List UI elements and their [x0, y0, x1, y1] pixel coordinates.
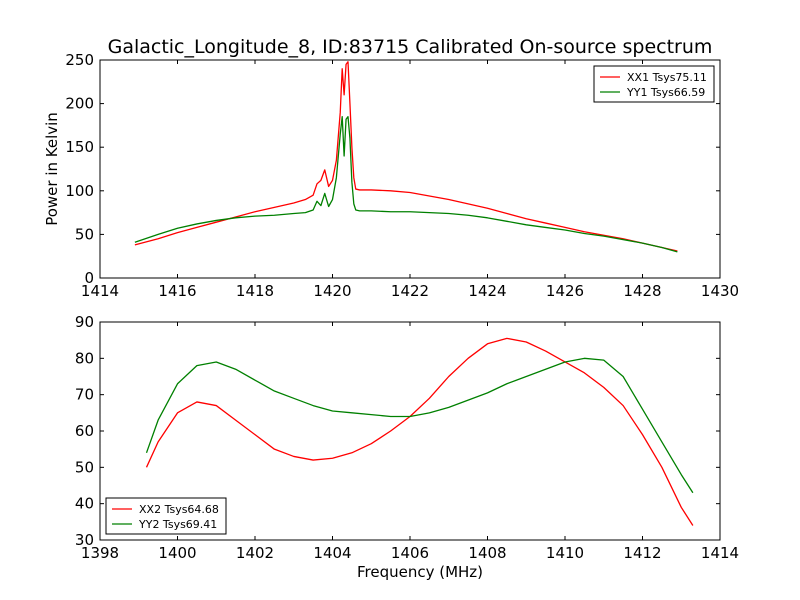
x-tick-label: 1420 — [313, 282, 351, 300]
x-tick-label: 1402 — [236, 544, 274, 562]
y-tick-label: 50 — [75, 458, 94, 476]
y-tick-label: 70 — [75, 386, 94, 404]
x-tick-label: 1408 — [468, 544, 506, 562]
y-tick-label: 250 — [65, 51, 94, 69]
x-tick-label: 1406 — [391, 544, 429, 562]
legend-box — [105, 497, 227, 535]
legend-label-xx1-tsys75-11: XX1 Tsys75.11 — [627, 71, 707, 84]
x-tick-label: 1426 — [546, 282, 584, 300]
y-tick-label: 30 — [75, 531, 94, 549]
x-tick-label: 1412 — [623, 544, 661, 562]
x-tick-label: 1424 — [468, 282, 506, 300]
x-tick-label: 1410 — [546, 544, 584, 562]
x-tick-label: 1414 — [81, 282, 119, 300]
x-tick-label: 1422 — [391, 282, 429, 300]
x-tick-label: 1416 — [158, 282, 196, 300]
y-tick-label: 0 — [84, 269, 94, 287]
bottom-panel: 1398 1400 1402 1404 1406 1408 1410 1412 1414 30 40… — [75, 313, 739, 581]
series-line-xx2-tsys64-68 — [145, 337, 694, 526]
x-tick-label: 1404 — [313, 544, 351, 562]
chart-title: Galactic_Longitude_8, ID:83715 Calibrate… — [108, 36, 713, 58]
legend: XX2 Tsys64.68 YY2 Tsys69.41 — [105, 497, 227, 535]
top-panel: 1414 1416 1418 1420 1422 1424 1426 1428 1430 0 50 1… — [43, 51, 739, 300]
legend-box — [593, 65, 715, 103]
legend-label-yy1-tsys66-59: YY1 Tsys66.59 — [626, 86, 705, 99]
series-line-yy2-tsys69-41 — [145, 357, 694, 494]
legend-label-xx2-tsys64-68: XX2 Tsys64.68 — [139, 503, 219, 516]
y-tick-label: 90 — [75, 313, 94, 331]
y-tick-label: 50 — [75, 225, 94, 243]
x-tick-label: 1400 — [158, 544, 196, 562]
legend: XX1 Tsys75.11 YY1 Tsys66.59 — [593, 65, 715, 103]
y-tick-label: 150 — [65, 138, 94, 156]
x-tick-label: 1430 — [701, 282, 739, 300]
y-tick-label: 60 — [75, 422, 94, 440]
y-axis-title: Power in Kelvin — [43, 112, 61, 226]
x-tick-label: 1428 — [623, 282, 661, 300]
x-axis-title: Frequency (MHz) — [357, 563, 483, 581]
legend-label-yy2-tsys69-41: YY2 Tsys69.41 — [138, 518, 217, 531]
x-tick-label: 1398 — [81, 544, 119, 562]
y-tick-label: 80 — [75, 349, 94, 367]
y-tick-label: 40 — [75, 495, 94, 513]
x-tick-label: 1418 — [236, 282, 274, 300]
series-line-xx1-tsys75-11 — [134, 61, 678, 252]
y-tick-label: 200 — [65, 95, 94, 113]
y-tick-label: 100 — [65, 182, 94, 200]
series-line-yy1-tsys66-59 — [134, 116, 678, 253]
x-tick-label: 1414 — [701, 544, 739, 562]
